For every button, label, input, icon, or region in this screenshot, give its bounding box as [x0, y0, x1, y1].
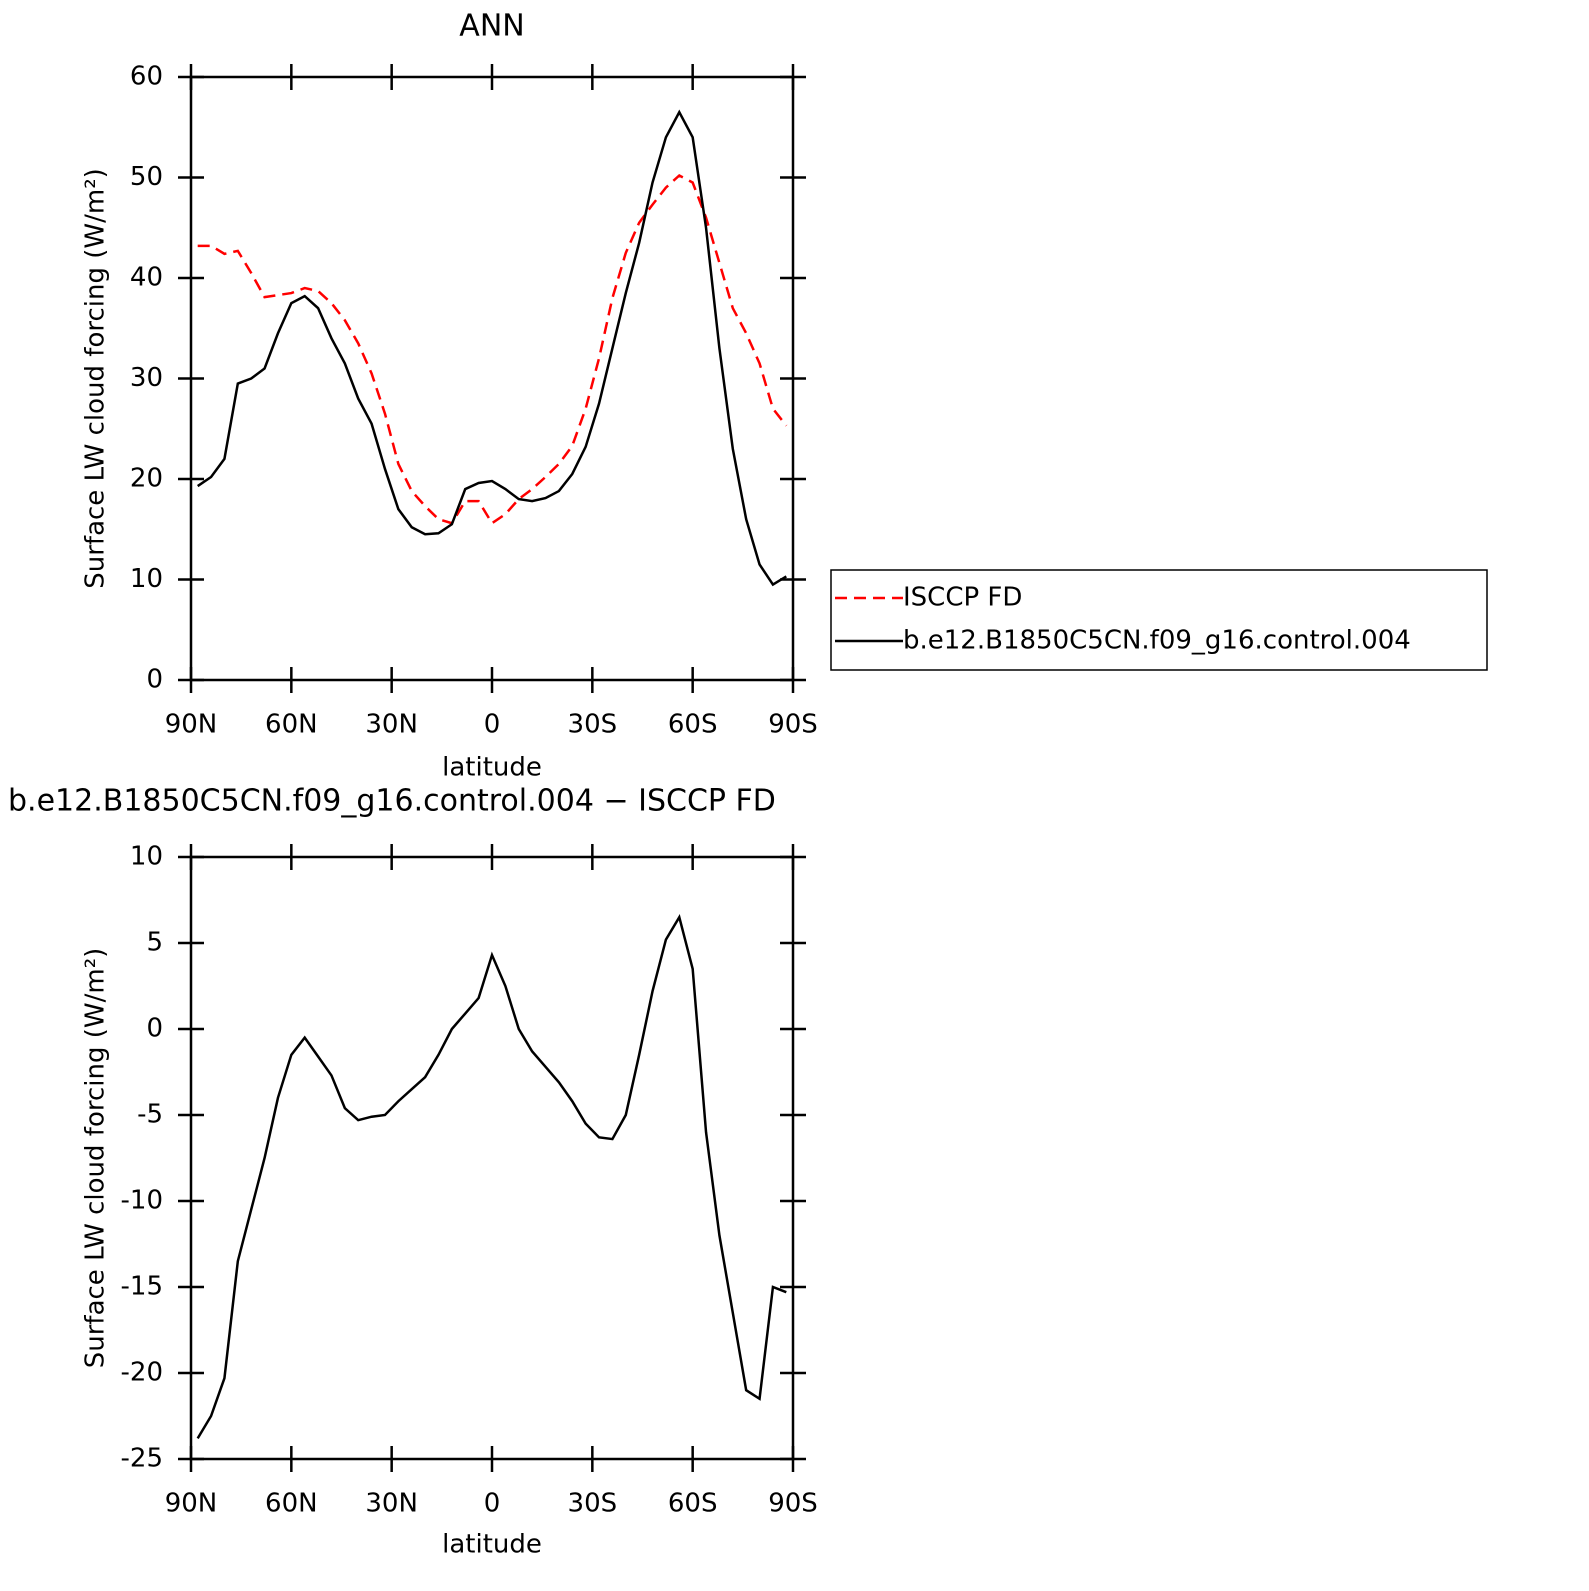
y-tick-label: 30 [130, 363, 163, 393]
y-tick-label: -25 [121, 1444, 163, 1474]
chart-title: ANN [459, 9, 524, 44]
plot-frame [189, 75, 795, 682]
x-tick-label: 90N [165, 710, 218, 740]
x-axis-label: latitude [442, 1530, 542, 1560]
y-tick-label: 5 [146, 928, 163, 958]
legend-label: b.e12.B1850C5CN.f09_g16.control.004 [903, 626, 1411, 656]
y-tick-label: 10 [130, 564, 163, 594]
y-tick-label: -20 [121, 1358, 163, 1388]
y-tick-label: 60 [130, 62, 163, 92]
x-axis-label: latitude [442, 753, 542, 783]
y-tick-label: -10 [121, 1186, 163, 1216]
legend-label: ISCCP FD [903, 583, 1022, 613]
data-line [196, 109, 787, 587]
x-tick-label: 0 [484, 1489, 501, 1519]
y-axis-label: Surface LW cloud forcing (W/m²) [81, 168, 111, 589]
plot-frame [189, 855, 795, 1461]
data-line [197, 173, 788, 525]
x-tick-label: 0 [484, 710, 501, 740]
x-tick-label: 90S [768, 710, 818, 740]
x-tick-label: 90N [165, 1489, 218, 1519]
x-tick-label: 30S [568, 1489, 618, 1519]
x-tick-label: 60S [668, 1489, 718, 1519]
x-tick-label: 30N [365, 1489, 418, 1519]
x-tick-label: 60S [668, 710, 718, 740]
y-tick-label: 50 [130, 162, 163, 192]
data-line [196, 913, 787, 1440]
x-tick-label: 90S [768, 1489, 818, 1519]
y-axis-label: Surface LW cloud forcing (W/m²) [81, 948, 111, 1369]
chart-title: b.e12.B1850C5CN.f09_g16.control.004 − IS… [8, 784, 776, 819]
y-tick-label: 0 [146, 665, 163, 695]
legend-box [830, 569, 1488, 671]
y-tick-label: -15 [121, 1272, 163, 1302]
y-tick-label: 0 [146, 1014, 163, 1044]
y-tick-label: 10 [130, 842, 163, 872]
y-tick-label: 40 [130, 263, 163, 293]
y-tick-label: -5 [137, 1100, 163, 1130]
x-tick-label: 60N [265, 710, 318, 740]
y-tick-label: 20 [130, 464, 163, 494]
x-tick-label: 30S [568, 710, 618, 740]
x-tick-label: 60N [265, 1489, 318, 1519]
x-tick-label: 30N [365, 710, 418, 740]
